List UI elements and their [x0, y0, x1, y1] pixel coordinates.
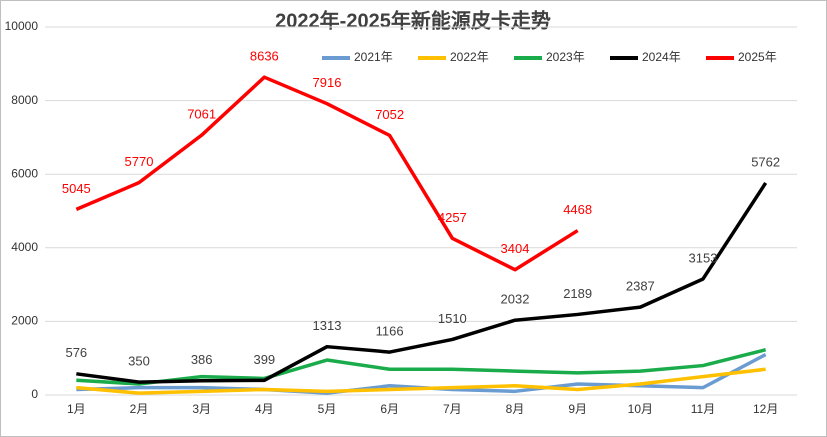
data-label: 7916 [313, 75, 342, 90]
data-label: 5045 [62, 181, 91, 196]
data-label: 7052 [375, 107, 404, 122]
series-line [76, 182, 768, 384]
y-tick-label: 0 [31, 387, 38, 401]
x-tick-label: 10月 [628, 402, 653, 416]
legend-label: 2022年 [450, 50, 489, 64]
x-tick-label: 5月 [318, 402, 337, 416]
data-label: 7061 [187, 107, 216, 122]
data-label: 386 [191, 352, 213, 367]
x-tick-label: 3月 [192, 402, 211, 416]
x-tick-label: 7月 [443, 402, 462, 416]
y-tick-label: 4000 [11, 240, 38, 254]
series-line [76, 367, 766, 395]
data-label: 1510 [438, 311, 467, 326]
legend-label: 2025年 [738, 50, 777, 64]
data-label: 1313 [313, 318, 342, 333]
data-label: 1166 [376, 324, 404, 339]
x-tick-label: 2月 [130, 402, 149, 416]
x-tick-label: 6月 [380, 402, 399, 416]
y-tick-label: 2000 [11, 314, 38, 328]
chart-title: 2022年-2025年新能源皮卡走势 [275, 8, 551, 32]
legend-label: 2021年 [354, 50, 393, 64]
x-tick-label: 11月 [691, 402, 715, 416]
series-line [76, 348, 767, 386]
x-tick-label: 4月 [255, 402, 274, 416]
data-label: 5762 [751, 154, 780, 169]
data-label: 2387 [626, 279, 655, 294]
data-label: 3153 [689, 250, 718, 265]
data-label: 2032 [501, 292, 530, 307]
x-tick-label: 12月 [753, 402, 778, 416]
data-label: 399 [253, 352, 275, 367]
series-line [75, 75, 579, 272]
legend-label: 2024年 [642, 50, 681, 64]
data-label: 2189 [563, 286, 592, 301]
y-tick-label: 8000 [11, 93, 38, 107]
data-label: 4468 [563, 202, 592, 217]
data-label: 8636 [250, 49, 279, 64]
y-tick-label: 6000 [11, 166, 38, 180]
data-label: 3404 [501, 241, 530, 256]
x-tick-label: 8月 [506, 402, 525, 416]
data-label: 350 [128, 354, 150, 369]
y-tick-label: 10000 [5, 19, 39, 33]
data-label: 576 [65, 345, 87, 360]
data-label: 5770 [125, 154, 154, 169]
legend-label: 2023年 [546, 50, 585, 64]
data-label: 4257 [438, 210, 467, 225]
x-tick-label: 1月 [67, 402, 86, 416]
x-tick-label: 9月 [568, 402, 587, 416]
